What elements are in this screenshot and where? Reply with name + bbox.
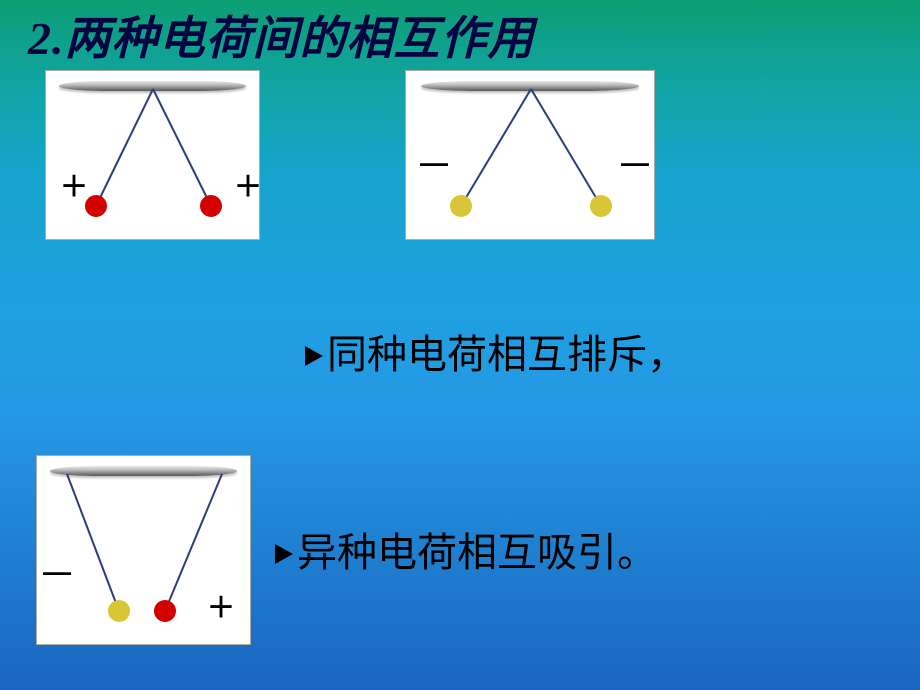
string-right [153, 89, 211, 206]
bullet-arrow-icon [275, 544, 293, 564]
sign-left: — [43, 556, 71, 588]
diagram-positive-positive: ＋ ＋ [45, 70, 260, 240]
bullet-diff-text: 异种电荷相互吸引。 [297, 530, 657, 575]
pendulum-svg [46, 71, 261, 241]
slide-title: 2.两种电荷间的相互作用 [28, 2, 535, 68]
diagram-negative-positive: — ＋ [36, 455, 251, 645]
string-left [96, 89, 153, 206]
ball-right [200, 195, 222, 217]
diagram-negative-negative: — — [405, 70, 655, 240]
ball-left [85, 195, 107, 217]
sign-left: ＋ [60, 165, 88, 205]
sign-right: ＋ [234, 165, 262, 205]
ball-right [590, 195, 612, 217]
sign-left: — [420, 147, 448, 179]
sign-right: ＋ [207, 586, 235, 626]
ball-right [154, 600, 176, 622]
string-left [461, 89, 531, 206]
ball-left [108, 600, 130, 622]
sign-right: — [621, 147, 649, 179]
bullet-diff-charge: 异种电荷相互吸引。 [275, 520, 657, 578]
bullet-arrow-icon [305, 346, 323, 366]
string-right [531, 89, 601, 206]
ball-left [450, 195, 472, 217]
string-left [67, 474, 119, 611]
bullet-same-text: 同种电荷相互排斥， [327, 332, 687, 377]
bullet-same-charge: 同种电荷相互排斥， [305, 322, 687, 380]
